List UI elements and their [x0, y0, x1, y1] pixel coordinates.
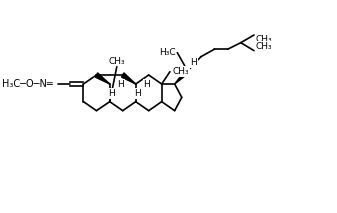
Polygon shape	[95, 73, 110, 84]
Text: CH₃: CH₃	[173, 67, 189, 76]
Text: CH₃: CH₃	[256, 35, 272, 44]
Text: CH₃: CH₃	[109, 57, 125, 66]
Text: H: H	[134, 89, 141, 98]
Text: H: H	[144, 80, 150, 89]
Text: H₃C: H₃C	[159, 48, 176, 57]
Text: H: H	[190, 58, 197, 67]
Text: H: H	[118, 80, 124, 89]
Text: CH₃: CH₃	[256, 42, 272, 51]
Text: H: H	[108, 89, 115, 98]
Polygon shape	[175, 69, 189, 84]
Polygon shape	[122, 73, 136, 84]
Text: H₃C─O─N═: H₃C─O─N═	[2, 79, 53, 89]
